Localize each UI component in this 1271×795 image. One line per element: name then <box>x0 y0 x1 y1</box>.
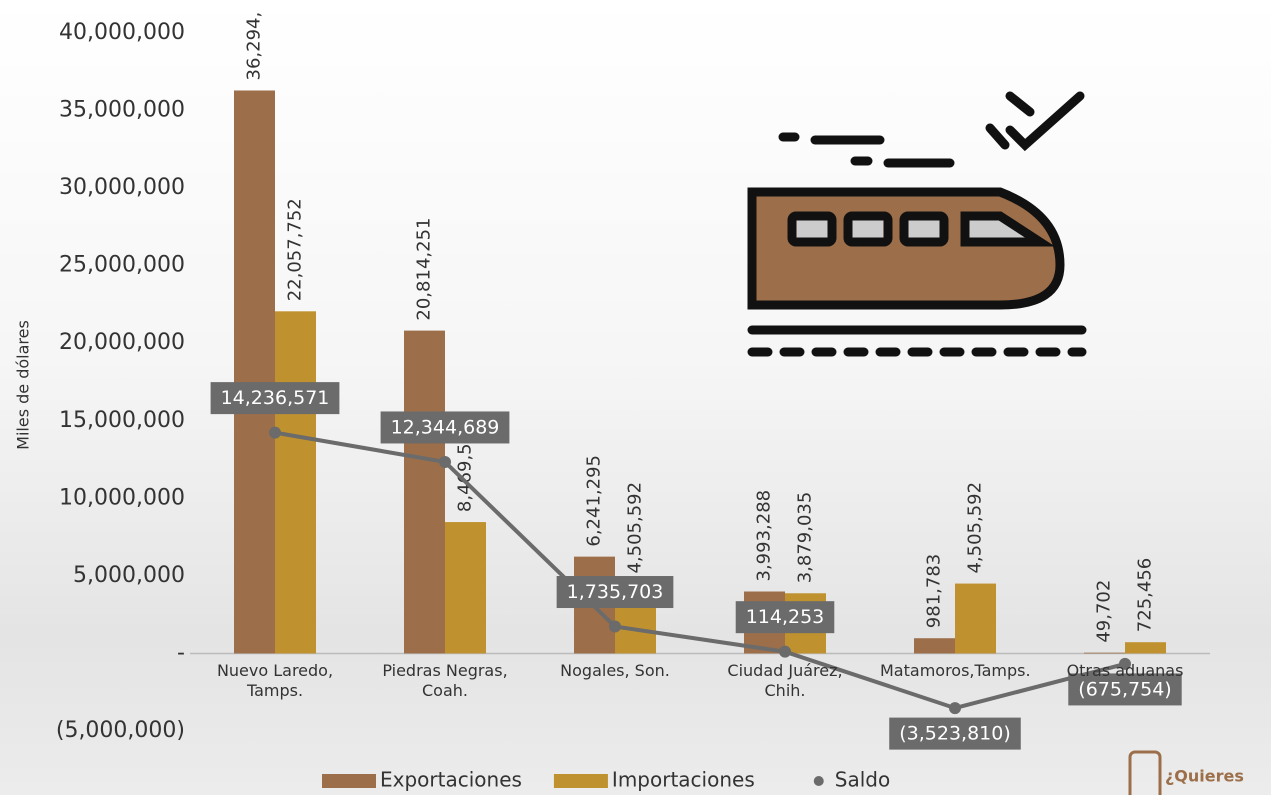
value-label: 14,236,571 <box>221 387 330 409</box>
bar <box>955 583 996 654</box>
value-label: 1,735,703 <box>567 581 664 603</box>
y-tick-label: 35,000,000 <box>59 98 185 123</box>
value-label: (3,523,810) <box>899 723 1011 745</box>
point <box>949 702 961 715</box>
bar <box>404 330 445 654</box>
watermark: ¿Quieres <box>1165 767 1244 786</box>
data-label: (3,523,810) <box>889 717 1021 750</box>
value-label: 6,241,295 <box>584 455 605 547</box>
point <box>609 620 621 633</box>
data-label: (675,754) <box>1068 673 1182 706</box>
point <box>269 426 281 439</box>
value-label: 725,456 <box>1135 558 1156 632</box>
value-label: 3,993,288 <box>754 490 775 582</box>
value-label: 49,702 <box>1094 580 1115 643</box>
bar <box>445 522 486 654</box>
x-tick-label: Matamoros,Tamps. <box>880 661 1031 681</box>
label-box <box>735 601 835 634</box>
line <box>274 430 1126 711</box>
y-tick-label: 10,000,000 <box>59 485 185 510</box>
value-label: 4,505,592 <box>965 482 986 574</box>
legend-swatch <box>813 776 824 786</box>
label-box <box>210 382 340 415</box>
y-tick-label: - <box>177 640 185 665</box>
point <box>439 455 451 468</box>
y-tick-label: 20,000,000 <box>59 330 185 355</box>
value-label: (675,754) <box>1078 678 1171 700</box>
value-label: 36,294, <box>244 12 265 81</box>
bar <box>234 90 275 654</box>
value-label: 3,879,035 <box>795 492 816 584</box>
value-label: 4,505,592 <box>625 482 646 574</box>
bar <box>914 638 955 654</box>
y-tick-label: 15,000,000 <box>59 408 185 433</box>
data-label: 1,735,703 <box>556 576 674 609</box>
bar <box>275 311 316 654</box>
label-box <box>889 717 1021 750</box>
x-tick-label: Otras aduanas <box>1066 661 1184 681</box>
label-box <box>380 411 510 444</box>
legend-label: Exportaciones <box>380 768 522 792</box>
x-tick-label: Piedras Negras, Coah. <box>382 661 508 701</box>
y-tick-label: (5,000,000) <box>56 718 185 743</box>
bar <box>1125 642 1166 654</box>
point <box>779 645 791 658</box>
train-icon <box>747 91 1087 357</box>
legend-label: Saldo <box>835 768 890 792</box>
y-tick-label: 25,000,000 <box>59 253 185 278</box>
y-axis-label: Miles de dólares <box>14 320 33 450</box>
x-tick-label: Ciudad Juárez, Chih. <box>727 661 843 701</box>
value-label: 12,344,689 <box>391 416 500 438</box>
y-tick-label: 30,000,000 <box>59 175 185 200</box>
legend-swatch <box>322 774 376 788</box>
legend-swatch <box>553 774 608 788</box>
data-label: 14,236,571 <box>210 382 340 415</box>
x-tick-label: Nogales, Son. <box>560 661 670 681</box>
point <box>1119 657 1131 670</box>
bar <box>1084 652 1125 654</box>
value-label: 114,253 <box>746 606 825 628</box>
data-label: 12,344,689 <box>380 411 510 444</box>
value-label: 981,783 <box>924 554 945 628</box>
data-label: 114,253 <box>735 601 835 634</box>
value-label: 20,814,251 <box>414 218 435 321</box>
logo-icon <box>1128 750 1162 795</box>
label-box <box>556 576 674 609</box>
y-tick-label: 40,000,000 <box>59 20 185 45</box>
value-label: 22,057,752 <box>285 198 306 301</box>
label-box <box>1068 673 1182 706</box>
y-tick-label: 5,000,000 <box>73 563 185 588</box>
x-tick-label: Nuevo Laredo, Tamps. <box>216 661 334 701</box>
legend-label: Importaciones <box>612 768 755 792</box>
